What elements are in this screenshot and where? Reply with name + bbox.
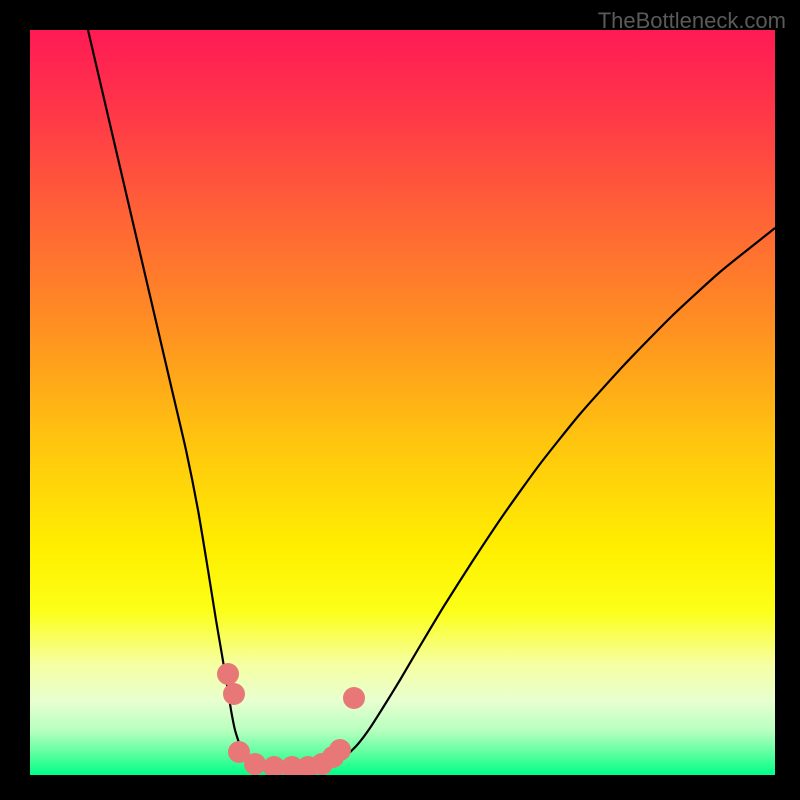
plot-area [30, 30, 775, 775]
curve-markers [30, 30, 775, 775]
curve-marker [329, 739, 351, 761]
curve-marker [223, 683, 245, 705]
curve-marker [343, 687, 365, 709]
watermark: TheBottleneck.com [598, 8, 786, 34]
curve-marker [217, 663, 239, 685]
